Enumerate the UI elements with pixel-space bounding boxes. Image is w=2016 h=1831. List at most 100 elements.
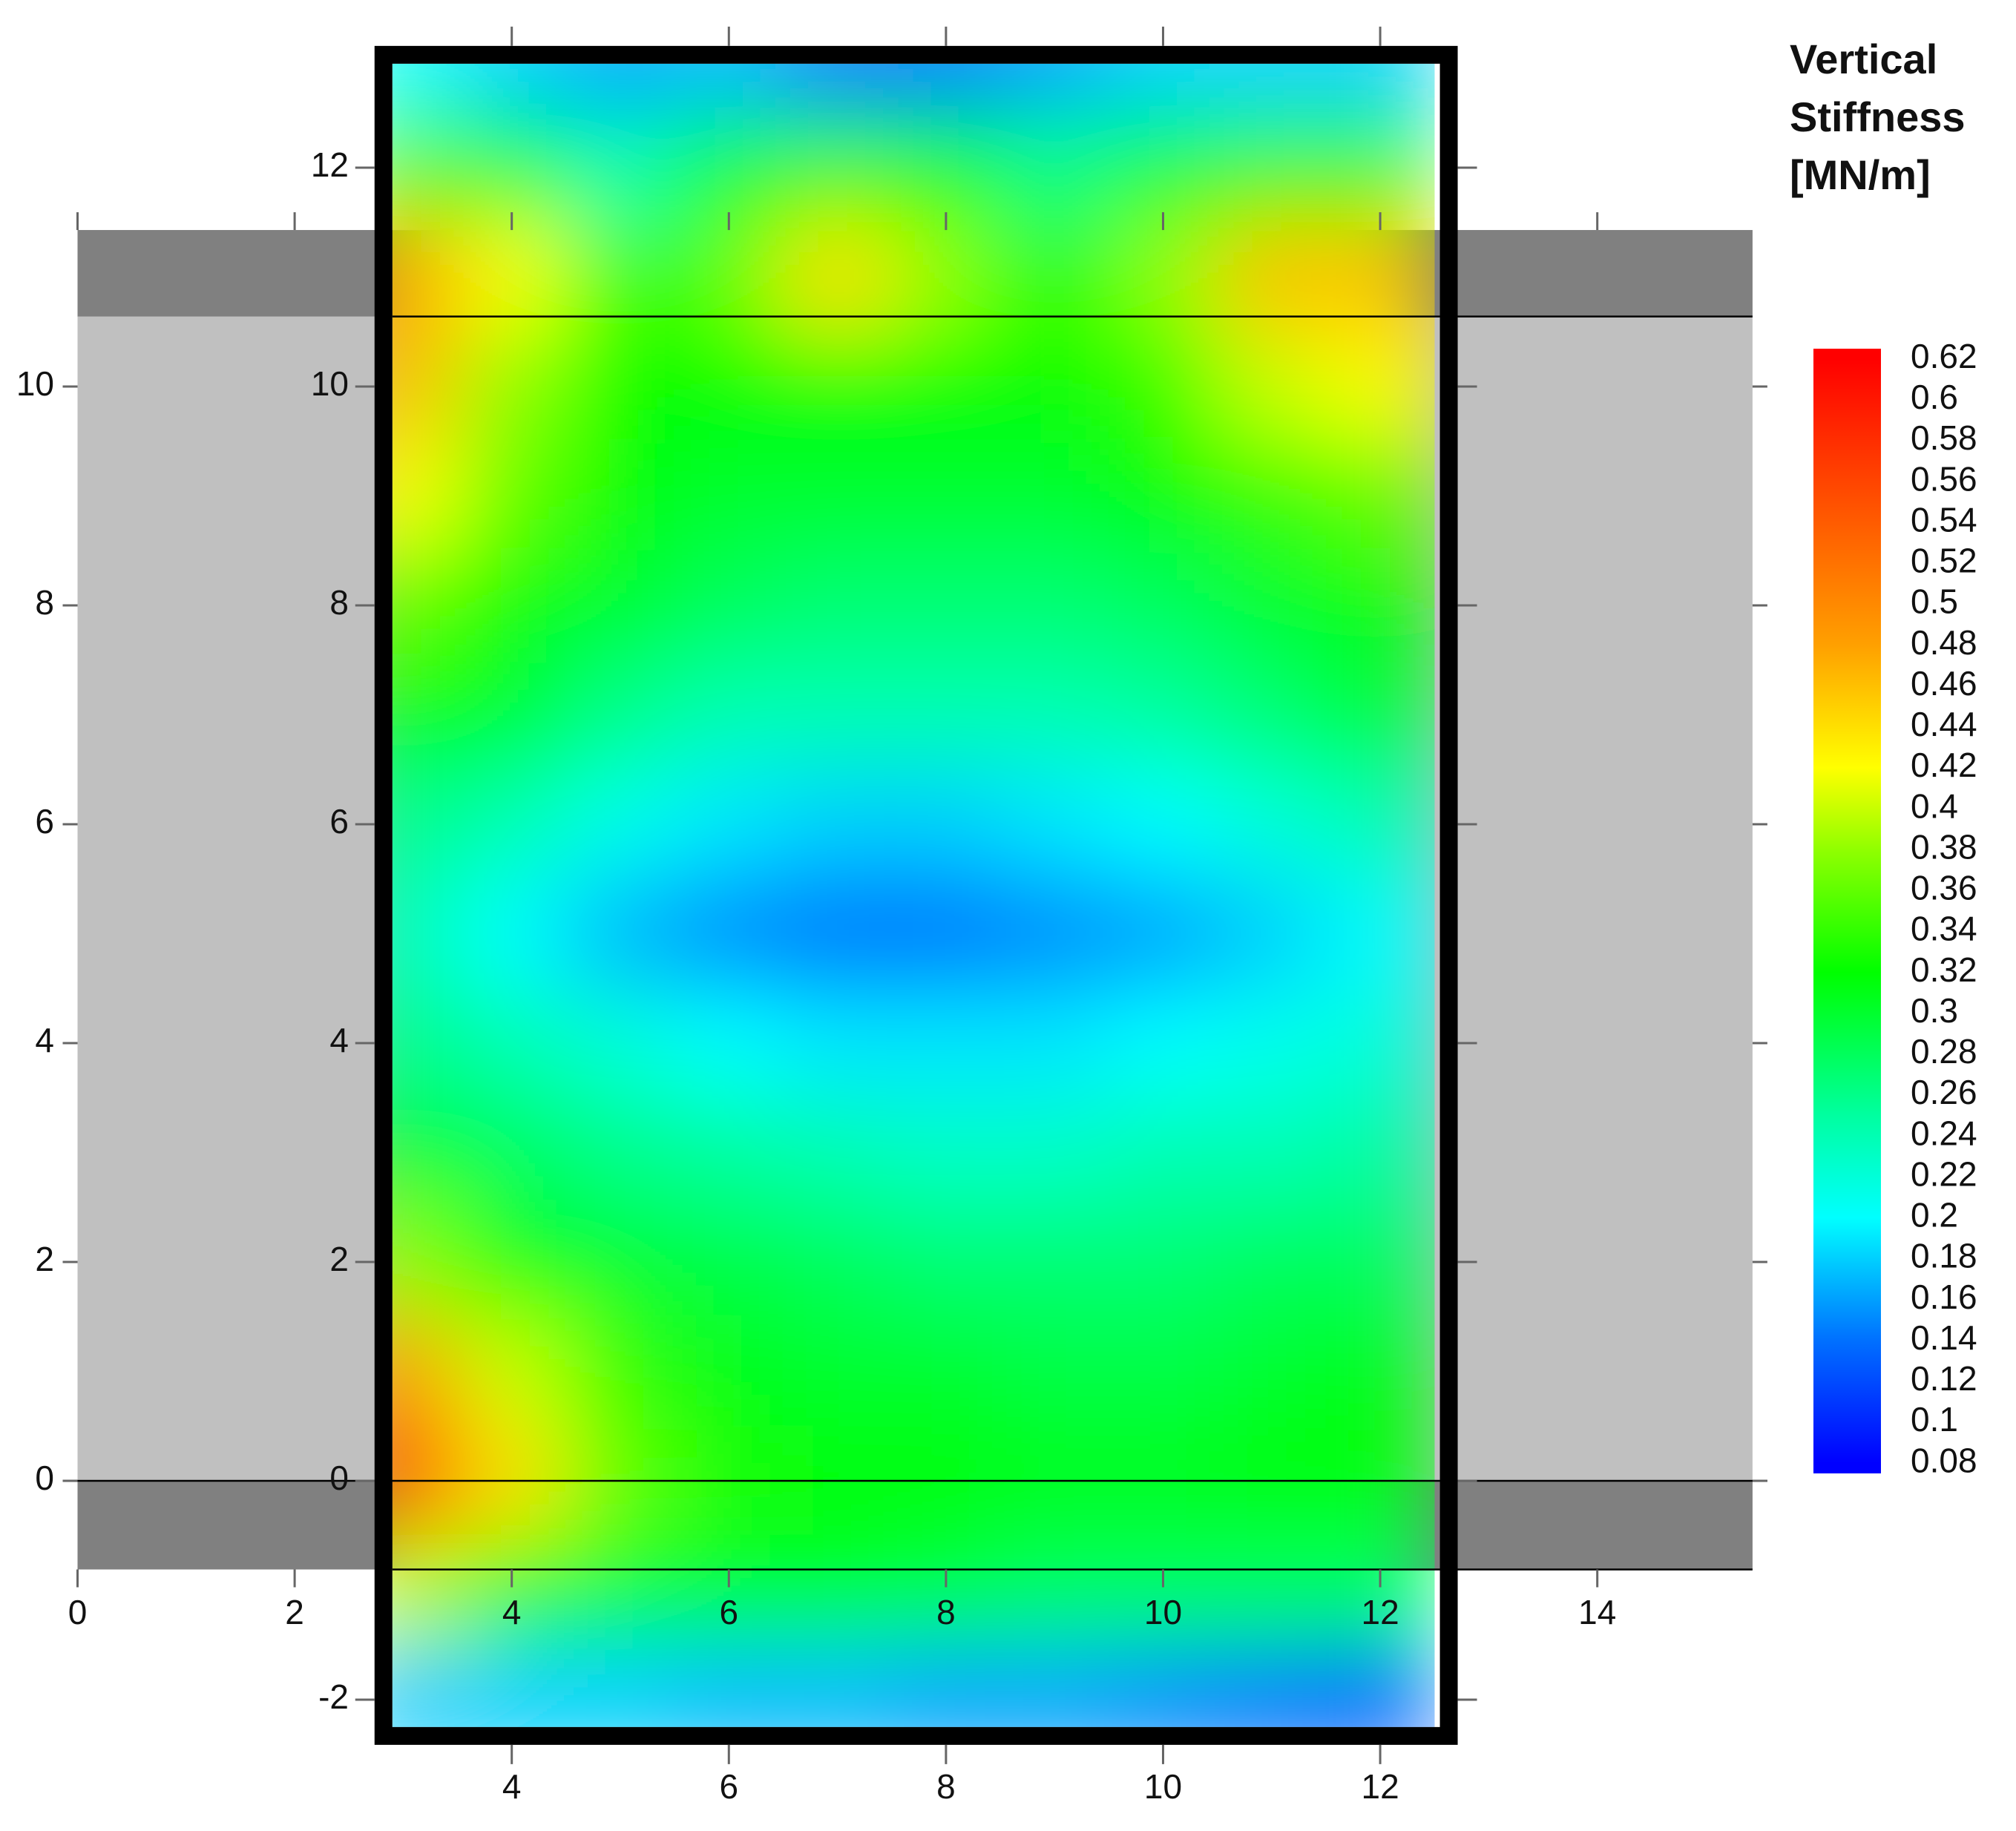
heatmap-cell [392, 987, 459, 1099]
outer-x-tick-label: 6 [720, 1593, 739, 1631]
heatmap-cell [674, 987, 784, 1099]
heatmap-cell [1216, 550, 1327, 661]
heatmap-cell [890, 331, 1002, 442]
heatmap-cell [782, 550, 893, 661]
heatmap-cell [782, 1534, 893, 1646]
y-tick-label: 4 [329, 1021, 349, 1059]
heatmap-cell [565, 987, 676, 1099]
heatmap-cell [1216, 1097, 1327, 1209]
heatmap-cell [890, 1315, 1002, 1427]
colorbar-tick-label: 0.38 [1911, 827, 1977, 866]
heatmap-cell [890, 440, 1002, 552]
colorbar-tick-label: 0.52 [1911, 542, 1977, 580]
outer-x-tick-label: 14 [1578, 1593, 1616, 1631]
heatmap-cell [1108, 440, 1218, 552]
heatmap-cell [565, 769, 676, 880]
heatmap-cell [674, 878, 784, 990]
heatmap-cell [392, 659, 459, 771]
heatmap-cell [674, 550, 784, 661]
heatmap-cell [1108, 1206, 1218, 1318]
outer-x-tick-label: 8 [936, 1593, 956, 1631]
heatmap-cell [1324, 112, 1436, 223]
heatmap-cell [392, 769, 459, 880]
colorbar-tick-label: 0.32 [1911, 950, 1977, 989]
outer-x-tick-label: 2 [285, 1593, 304, 1631]
heatmap-cell [999, 331, 1110, 442]
colorbar-tick-label: 0.62 [1911, 337, 1977, 375]
heatmap-cell [782, 440, 893, 552]
heatmap-cell [999, 1097, 1110, 1209]
heatmap-cell [1324, 331, 1436, 442]
heatmap-cell [1216, 1315, 1327, 1427]
colorbar-tick-label: 0.42 [1911, 746, 1977, 784]
heatmap-cell [1324, 769, 1436, 880]
heatmap-cell [890, 63, 1002, 114]
heatmap-cell [1216, 331, 1327, 442]
heatmap-cell [456, 1206, 567, 1318]
colorbar-title: Stiffness [1790, 93, 1966, 140]
colorbar-tick-label: 0.26 [1911, 1073, 1977, 1111]
heatmap-cell [890, 659, 1002, 771]
heatmap-cell [456, 1097, 567, 1209]
heatmap-cell [392, 440, 459, 552]
heatmap-cell [674, 1206, 784, 1318]
heatmap-cell [674, 659, 784, 771]
heatmap-cell [890, 1206, 1002, 1318]
heatmap-cell [782, 221, 893, 333]
plot-frame [374, 45, 1458, 1745]
x-tick-label: 6 [720, 1767, 739, 1806]
colorbar-tick-label: 0.28 [1911, 1032, 1977, 1071]
heatmap-cell [456, 112, 567, 223]
heatmap-cell [674, 1315, 784, 1427]
heatmap-cell [999, 987, 1110, 1099]
heatmap-cell [782, 331, 893, 442]
heatmap-cell [456, 769, 567, 880]
heatmap-cell [1108, 331, 1218, 442]
heatmap-cell [674, 440, 784, 552]
heatmap-cell [674, 1097, 784, 1209]
colorbar-tick-label: 0.08 [1911, 1441, 1977, 1479]
heatmap-cell [1324, 987, 1436, 1099]
heatmap-cell [1324, 63, 1436, 114]
colorbar-tick-label: 0.46 [1911, 664, 1977, 703]
heatmap-cell [999, 1315, 1110, 1427]
heatmap-cell [1216, 1206, 1327, 1318]
heatmap-cell [674, 63, 784, 114]
heatmap-cell [999, 550, 1110, 661]
heatmap-cell [890, 221, 1002, 333]
heatmap-cell [782, 1206, 893, 1318]
heatmap-cell [1108, 221, 1218, 333]
heatmap-cell [565, 63, 676, 114]
heatmap-cell [782, 1644, 893, 1727]
heatmap-cell [999, 769, 1110, 880]
heatmap-cell [782, 878, 893, 990]
heatmap-cell [1324, 1315, 1436, 1427]
heatmap-cell [456, 1644, 567, 1727]
heatmap-cell [999, 659, 1110, 771]
heatmap-cell [1324, 1206, 1436, 1318]
outer-x-tick-label: 12 [1362, 1593, 1399, 1631]
colorbar-tick-label: 0.2 [1911, 1196, 1958, 1235]
heatmap-cell [392, 331, 459, 442]
heatmap-cell [1108, 1315, 1218, 1427]
heatmap-cell [565, 1097, 676, 1209]
heatmap [392, 63, 1436, 1727]
colorbar-tick-label: 0.18 [1911, 1237, 1977, 1275]
heatmap-cell [890, 987, 1002, 1099]
heatmap-cell [565, 440, 676, 552]
heatmap-cell [999, 63, 1110, 114]
heatmap-cell [565, 659, 676, 771]
heatmap-cell [1324, 1644, 1436, 1727]
y-tick-label: 6 [329, 802, 349, 841]
heatmap-cell [565, 1644, 676, 1727]
y-tick-label: 8 [329, 583, 349, 622]
heatmap-cell [392, 878, 459, 990]
colorbar-tick-label: 0.36 [1911, 869, 1977, 907]
heatmap-cell [782, 112, 893, 223]
heatmap-cell [782, 1315, 893, 1427]
heatmap-cell [1324, 440, 1436, 552]
x-tick-label: 8 [936, 1767, 956, 1806]
heatmap-cell [456, 221, 567, 333]
heatmap-cell [1216, 63, 1327, 114]
heatmap-cell [999, 1534, 1110, 1646]
